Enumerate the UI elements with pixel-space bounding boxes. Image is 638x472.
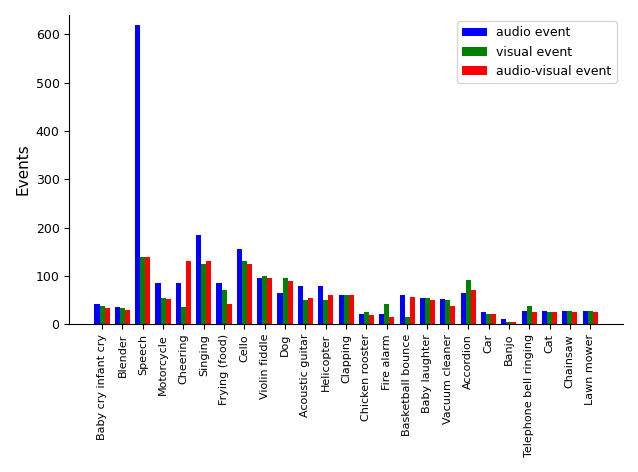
Bar — [206, 261, 211, 324]
Bar — [262, 276, 267, 324]
Bar — [379, 314, 384, 324]
Y-axis label: Events: Events — [15, 143, 30, 195]
Bar — [216, 283, 221, 324]
Bar — [267, 278, 272, 324]
Bar — [404, 317, 410, 324]
Bar — [526, 306, 531, 324]
Bar — [308, 297, 313, 324]
Bar — [369, 315, 374, 324]
Bar — [384, 304, 389, 324]
Bar — [450, 306, 456, 324]
Bar — [552, 312, 557, 324]
Bar — [166, 299, 171, 324]
Bar — [466, 280, 471, 324]
Bar — [491, 314, 496, 324]
Bar — [221, 290, 226, 324]
Bar — [344, 295, 349, 324]
Bar — [135, 25, 140, 324]
Bar — [303, 300, 308, 324]
Bar — [547, 312, 552, 324]
Bar — [115, 307, 120, 324]
Bar — [201, 264, 206, 324]
Bar — [242, 261, 247, 324]
Bar — [145, 256, 151, 324]
Bar — [125, 310, 130, 324]
Bar — [100, 306, 105, 324]
Bar — [410, 296, 415, 324]
Bar — [512, 322, 517, 324]
Bar — [329, 295, 334, 324]
Bar — [257, 278, 262, 324]
Bar — [283, 278, 288, 324]
Bar — [430, 300, 435, 324]
Bar — [440, 299, 445, 324]
Bar — [572, 312, 577, 324]
Bar — [364, 312, 369, 324]
Bar — [226, 304, 232, 324]
Bar — [588, 311, 593, 324]
Bar — [339, 295, 344, 324]
Bar — [521, 311, 526, 324]
Bar — [582, 311, 588, 324]
Bar — [156, 283, 161, 324]
Bar — [486, 313, 491, 324]
Bar — [288, 281, 293, 324]
Bar — [481, 312, 486, 324]
Bar — [593, 312, 598, 324]
Bar — [298, 286, 303, 324]
Bar — [176, 283, 181, 324]
Bar — [349, 295, 353, 324]
Bar — [105, 308, 110, 324]
Bar — [567, 311, 572, 324]
Bar — [140, 256, 145, 324]
Bar — [389, 317, 394, 324]
Bar — [186, 261, 191, 324]
Bar — [247, 264, 252, 324]
Bar — [120, 308, 125, 324]
Bar — [542, 311, 547, 324]
Bar — [562, 311, 567, 324]
Bar — [278, 293, 283, 324]
Bar — [399, 295, 404, 324]
Bar — [323, 300, 329, 324]
Bar — [94, 304, 100, 324]
Bar — [425, 297, 430, 324]
Bar — [237, 249, 242, 324]
Bar — [501, 320, 507, 324]
Bar — [531, 312, 537, 324]
Bar — [461, 293, 466, 324]
Bar — [181, 307, 186, 324]
Legend: audio event, visual event, audio-visual event: audio event, visual event, audio-visual … — [457, 21, 617, 83]
Bar — [196, 235, 201, 324]
Bar — [318, 286, 323, 324]
Bar — [445, 300, 450, 324]
Bar — [161, 297, 166, 324]
Bar — [471, 290, 476, 324]
Bar — [359, 314, 364, 324]
Bar — [420, 297, 425, 324]
Bar — [507, 322, 512, 324]
